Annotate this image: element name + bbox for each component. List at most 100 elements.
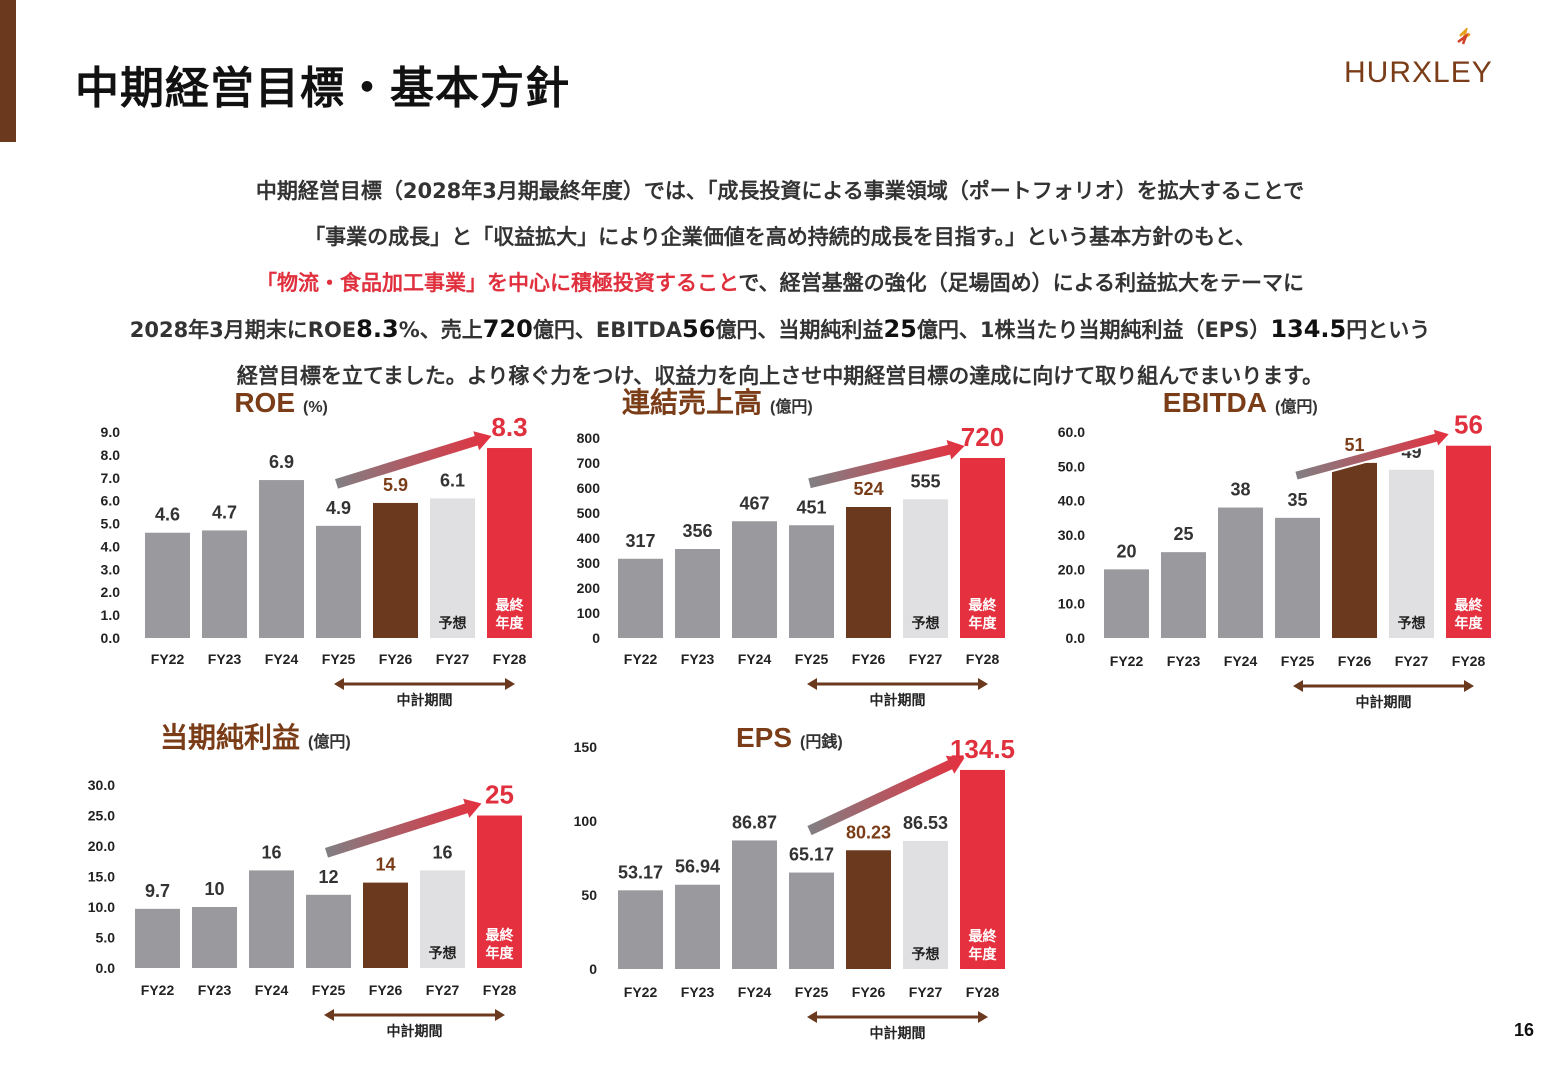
category-label: FY28 xyxy=(966,984,1000,1000)
bar-fy27 xyxy=(903,499,948,638)
category-label: FY24 xyxy=(255,982,289,998)
bar-fy28 xyxy=(1446,445,1491,638)
period-marker-right-head xyxy=(1464,680,1474,692)
category-label: FY28 xyxy=(483,982,517,998)
value-label: 4.6 xyxy=(155,505,180,525)
intro-line-4-segment: 億円、1株当たり当期純利益（EPS） xyxy=(916,318,1271,342)
forecast-label: 予想 xyxy=(1398,615,1426,631)
period-marker-left-head xyxy=(334,678,344,690)
period-marker-right-head xyxy=(495,1009,505,1021)
bar-fy25 xyxy=(316,525,361,638)
category-label: FY27 xyxy=(426,982,460,998)
value-label: 56 xyxy=(1454,410,1483,440)
value-label: 16 xyxy=(432,842,452,862)
bar-fy27 xyxy=(1389,469,1434,638)
bar-fy27 xyxy=(903,840,948,969)
chart-unit: (億円) xyxy=(1275,397,1318,416)
y-tick-label: 3.0 xyxy=(101,561,121,577)
y-tick-label: 50.0 xyxy=(1058,458,1085,474)
value-label: 25 xyxy=(485,780,514,810)
bar-fy26 xyxy=(373,502,418,638)
y-tick-label: 700 xyxy=(577,455,601,471)
value-label: 38 xyxy=(1230,480,1250,500)
value-label: 51 xyxy=(1344,435,1364,455)
category-label: FY24 xyxy=(265,651,299,667)
chart-unit: (円銭) xyxy=(800,732,843,751)
bar-fy25 xyxy=(306,894,351,968)
intro-line-4-segment: %、売上 xyxy=(398,318,483,342)
period-label: 中計期間 xyxy=(870,692,926,708)
category-label: FY25 xyxy=(795,651,829,667)
final-year-label: 最終 xyxy=(1455,597,1484,613)
category-label: FY26 xyxy=(852,984,886,1000)
category-label: FY23 xyxy=(1167,653,1201,669)
y-tick-label: 200 xyxy=(577,580,601,596)
growth-arrow xyxy=(1292,426,1453,482)
bar-fy25 xyxy=(1275,517,1320,638)
category-label: FY27 xyxy=(436,651,470,667)
value-label: 20 xyxy=(1116,541,1136,561)
intro-line-4: 2028年3月期末にROE8.3%、売上720億円、EBITDA56億円、当期純… xyxy=(60,306,1500,353)
period-label: 中計期間 xyxy=(1356,694,1412,710)
y-tick-label: 300 xyxy=(577,555,601,571)
intro-line-2: 「事業の成長」と「収益拡大」により企業価値を高め持続的成長を目指す。」という基本… xyxy=(304,225,1256,249)
bar-fy26 xyxy=(363,882,408,968)
category-label: FY24 xyxy=(1224,653,1258,669)
intro-line-4-segment: 円という xyxy=(1346,318,1431,342)
value-label: 53.17 xyxy=(618,862,663,882)
intro-line-4-segment: 8.3 xyxy=(356,315,399,343)
period-marker-left-head xyxy=(1293,680,1303,692)
y-tick-label: 0 xyxy=(589,961,597,977)
intro-line-4-segment: 25 xyxy=(883,315,917,343)
growth-arrow xyxy=(325,798,482,858)
period-marker-left-head xyxy=(807,678,817,690)
y-tick-label: 500 xyxy=(577,505,601,521)
bar-fy27 xyxy=(420,870,465,968)
bar-fy26 xyxy=(846,507,891,638)
category-label: FY24 xyxy=(738,984,772,1000)
bar-fy24 xyxy=(732,840,777,969)
y-tick-label: 600 xyxy=(577,480,601,496)
value-label: 25 xyxy=(1173,524,1193,544)
category-label: FY24 xyxy=(738,651,772,667)
value-label: 86.53 xyxy=(903,813,948,833)
chart-title: 連結売上高 xyxy=(622,386,762,418)
value-label: 555 xyxy=(910,471,940,491)
page-title: 中期経営目標・基本方針 xyxy=(75,63,570,114)
category-label: FY28 xyxy=(966,651,1000,667)
category-label: FY23 xyxy=(198,982,232,998)
chart-unit: (%) xyxy=(303,399,328,416)
chart-unit: (億円) xyxy=(770,397,813,416)
value-label: 356 xyxy=(682,521,712,541)
forecast-label: 予想 xyxy=(429,945,457,961)
y-tick-label: 0.0 xyxy=(101,630,121,646)
value-label: 10 xyxy=(204,879,224,899)
intro-highlight: 「物流・食品加工事業」を中心に積極投資すること xyxy=(256,271,739,295)
period-marker-left-head xyxy=(324,1009,334,1021)
bar-fy22 xyxy=(145,532,190,638)
y-tick-label: 8.0 xyxy=(101,447,121,463)
bar-fy24 xyxy=(259,480,304,638)
value-label: 4.7 xyxy=(212,502,237,522)
title-accent-bar xyxy=(0,0,16,142)
value-label: 6.1 xyxy=(440,470,465,490)
y-tick-label: 30.0 xyxy=(88,777,115,793)
category-label: FY28 xyxy=(1452,653,1486,669)
y-tick-label: 800 xyxy=(577,430,601,446)
category-label: FY23 xyxy=(681,651,715,667)
y-tick-label: 0.0 xyxy=(96,960,116,976)
value-label: 467 xyxy=(739,493,769,513)
category-label: FY22 xyxy=(141,982,175,998)
y-tick-label: 0.0 xyxy=(1066,630,1086,646)
value-label: 65.17 xyxy=(789,845,834,865)
bar-fy24 xyxy=(249,870,294,968)
period-label: 中計期間 xyxy=(870,1025,926,1041)
y-tick-label: 25.0 xyxy=(88,808,115,824)
eps-chart: EPS (円銭) 150 100 50 0 53.17 FY22 56.94 FY23 86.87 F… xyxy=(574,722,1015,1041)
period-marker-right-head xyxy=(978,678,988,690)
bar-fy23 xyxy=(675,549,720,638)
category-label: FY22 xyxy=(624,651,658,667)
y-tick-label: 20.0 xyxy=(1058,561,1085,577)
category-label: FY27 xyxy=(909,651,943,667)
y-tick-label: 100 xyxy=(577,605,601,621)
